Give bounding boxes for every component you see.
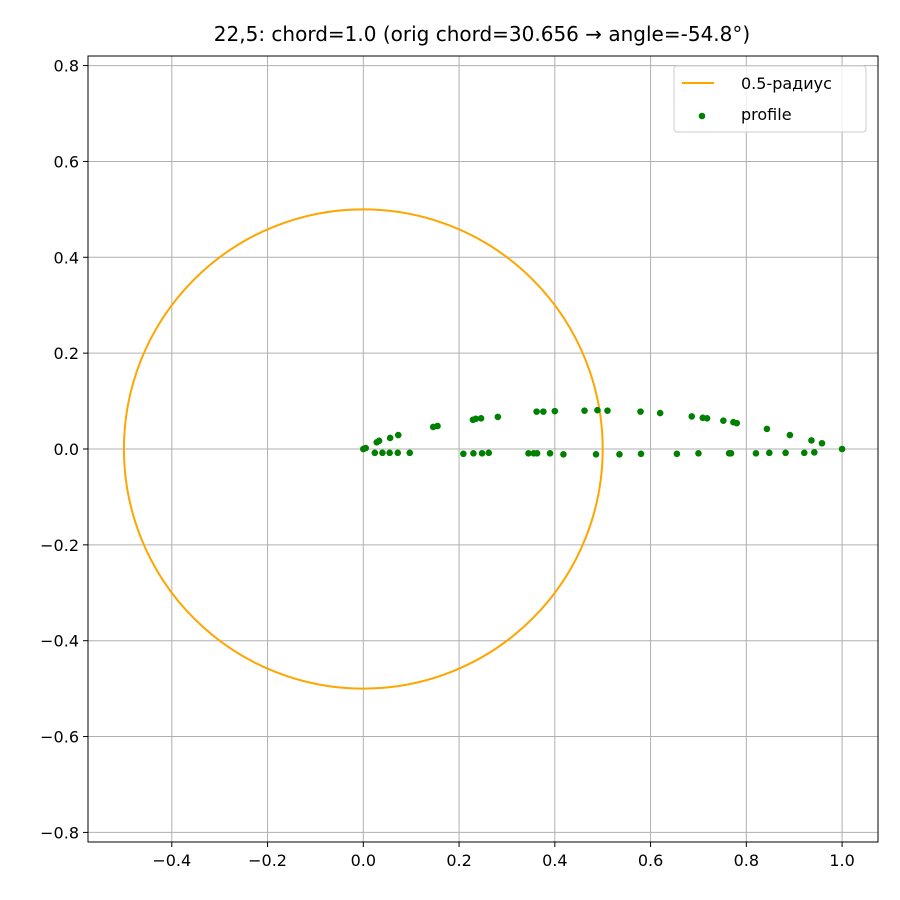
profile-point (560, 450, 567, 458)
legend: 0.5-радиус profile (673, 65, 867, 133)
profile-point (786, 431, 794, 439)
y-tick-label: 0.6 (54, 152, 79, 171)
profile-point (551, 407, 559, 415)
profile-point (592, 450, 600, 458)
legend-box (673, 65, 867, 133)
profile-point (533, 450, 541, 457)
x-tick-label: 0.0 (351, 851, 376, 870)
x-tick-label: 0.4 (542, 851, 567, 870)
profile-point (838, 445, 846, 453)
plot-series (122, 208, 846, 690)
y-tick-label: −0.8 (40, 823, 79, 842)
profile-point (386, 449, 393, 457)
profile-point (727, 450, 735, 457)
profile-point (525, 450, 532, 457)
profile-point (808, 437, 815, 444)
profile-point (362, 444, 369, 452)
profile-point (763, 425, 771, 433)
y-tick-label: −0.6 (40, 728, 79, 747)
x-tick-label: 0.8 (734, 851, 759, 870)
profile-point (478, 450, 486, 457)
profile-point (637, 408, 644, 415)
profile-point (494, 413, 502, 421)
axis-ticks: −0.4 −0.2 0.0 0.2 0.4 0.6 0.8 1.0 −0.8 −0.6 −0.4 −0… (40, 57, 855, 870)
profile-point (604, 407, 611, 414)
profile-point (485, 449, 493, 457)
profile-point (470, 450, 477, 457)
profile-point (533, 408, 540, 415)
profile-point (472, 415, 480, 423)
profile-point (540, 408, 547, 415)
x-tick-label: 0.2 (446, 851, 471, 870)
y-tick-label: 0.0 (54, 440, 79, 459)
profile-point (371, 449, 379, 457)
legend-profile-label: profile (741, 105, 792, 124)
x-tick-label: 0.6 (638, 851, 663, 870)
profile-point (818, 439, 826, 447)
profile-point (656, 409, 664, 417)
profile-point (811, 449, 818, 456)
x-tick-label: 1.0 (829, 851, 854, 870)
legend-profile-marker (698, 112, 706, 120)
profile-point (406, 449, 414, 457)
profile-point (766, 449, 773, 457)
profile-point (394, 449, 402, 457)
profile-point (695, 450, 702, 457)
profile-point (688, 413, 696, 420)
profile-point (752, 450, 760, 457)
profile-point (800, 449, 808, 457)
profile-point (394, 431, 402, 439)
y-tick-label: −0.2 (40, 536, 79, 555)
legend-radius-label: 0.5-радиус (741, 74, 832, 93)
profile-point (477, 415, 485, 422)
profile-point (434, 422, 441, 430)
profile-point (703, 415, 711, 422)
profile-point (581, 407, 588, 414)
profile-point (379, 449, 386, 457)
profile-point (733, 419, 741, 427)
radius-circle-line (122, 208, 604, 690)
profile-point (386, 434, 394, 442)
x-tick-label: −0.4 (152, 851, 191, 870)
y-tick-label: 0.8 (54, 57, 79, 76)
profile-point (616, 450, 623, 458)
profile-point (637, 450, 645, 458)
y-tick-label: −0.4 (40, 632, 79, 651)
profile-point (720, 417, 727, 425)
y-tick-label: 0.4 (54, 248, 79, 267)
profile-point (594, 406, 601, 414)
y-tick-label: 0.2 (54, 344, 79, 363)
profile-point (546, 450, 554, 457)
chart-title: 22,5: chord=1.0 (orig chord=30.656 → ang… (214, 22, 750, 46)
profile-point (375, 437, 383, 445)
x-tick-label: −0.2 (248, 851, 287, 870)
profile-point (673, 450, 681, 458)
profile-point (782, 449, 789, 457)
profile-point (460, 450, 467, 458)
